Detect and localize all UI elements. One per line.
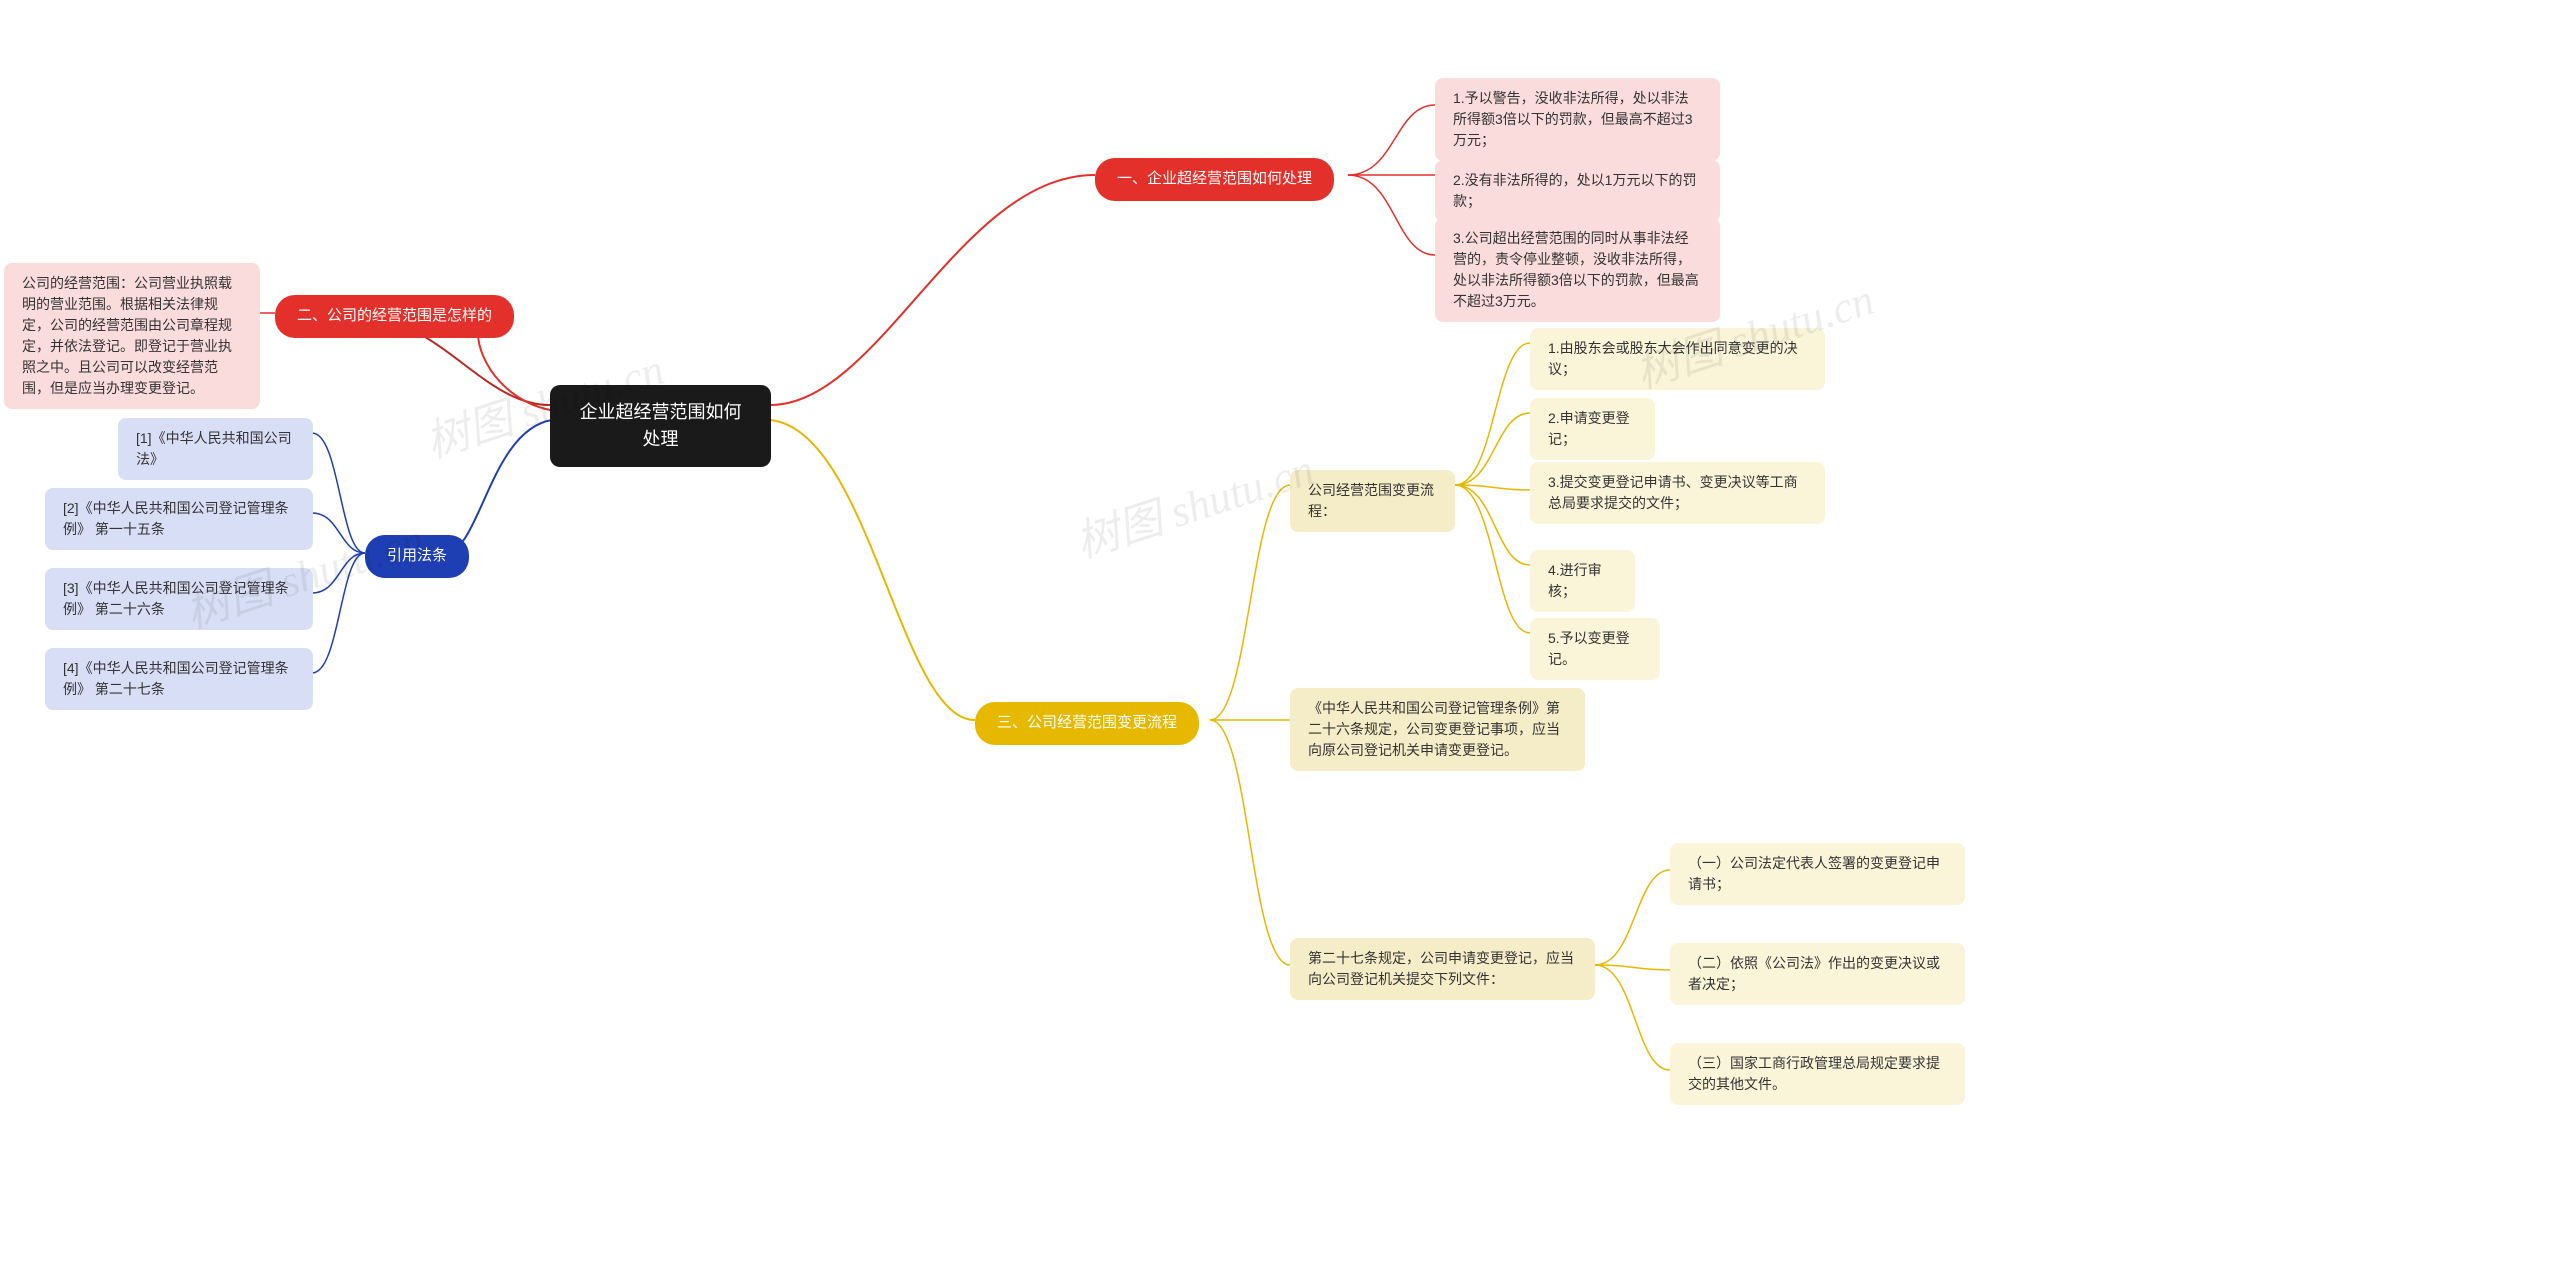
b3-c1-step-5[interactable]: 5.予以变更登记。 [1530,618,1660,680]
branch-4-item-1[interactable]: [1]《中华人民共和国公司法》 [118,418,313,480]
b3-c1-step-3[interactable]: 3.提交变更登记申请书、变更决议等工商总局要求提交的文件； [1530,462,1825,524]
branch-2-leaf-1[interactable]: 公司的经营范围：公司营业执照载明的营业范围。根据相关法律规定，公司的经营范围由公… [4,263,260,409]
b3-c3-doc-1[interactable]: （一）公司法定代表人签署的变更登记申请书； [1670,843,1965,905]
branch-1-leaf-3[interactable]: 3.公司超出经营范围的同时从事非法经营的，责令停业整顿，没收非法所得，处以非法所… [1435,218,1720,322]
b3-c3-doc-3[interactable]: （三）国家工商行政管理总局规定要求提交的其他文件。 [1670,1043,1965,1105]
watermark-3: 树图 shutu.cn [1066,433,1321,570]
b3-c3-doc-2[interactable]: （二）依照《公司法》作出的变更决议或者决定； [1670,943,1965,1005]
branch-1-leaf-2[interactable]: 2.没有非法所得的，处以1万元以下的罚款； [1435,160,1720,222]
branch-4-item-4[interactable]: [4]《中华人民共和国公司登记管理条例》 第二十七条 [45,648,313,710]
branch-4-item-3[interactable]: [3]《中华人民共和国公司登记管理条例》 第二十六条 [45,568,313,630]
branch-3-c1[interactable]: 公司经营范围变更流程： [1290,470,1455,532]
branch-3-c2[interactable]: 《中华人民共和国公司登记管理条例》第二十六条规定，公司变更登记事项，应当向原公司… [1290,688,1585,771]
root-node[interactable]: 企业超经营范围如何处理 [550,385,771,467]
branch-1-leaf-1[interactable]: 1.予以警告，没收非法所得，处以非法所得额3倍以下的罚款，但最高不超过3万元； [1435,78,1720,161]
branch-4-item-2[interactable]: [2]《中华人民共和国公司登记管理条例》 第一十五条 [45,488,313,550]
b3-c1-step-4[interactable]: 4.进行审核； [1530,550,1635,612]
b3-c1-step-1[interactable]: 1.由股东会或股东大会作出同意变更的决议； [1530,328,1825,390]
branch-3-c3[interactable]: 第二十七条规定，公司申请变更登记，应当向公司登记机关提交下列文件： [1290,938,1595,1000]
branch-2[interactable]: 二、公司的经营范围是怎样的 [275,295,514,338]
branch-3[interactable]: 三、公司经营范围变更流程 [975,702,1199,745]
branch-4[interactable]: 引用法条 [365,535,469,578]
branch-1[interactable]: 一、企业超经营范围如何处理 [1095,158,1334,201]
b3-c1-step-2[interactable]: 2.申请变更登记； [1530,398,1655,460]
